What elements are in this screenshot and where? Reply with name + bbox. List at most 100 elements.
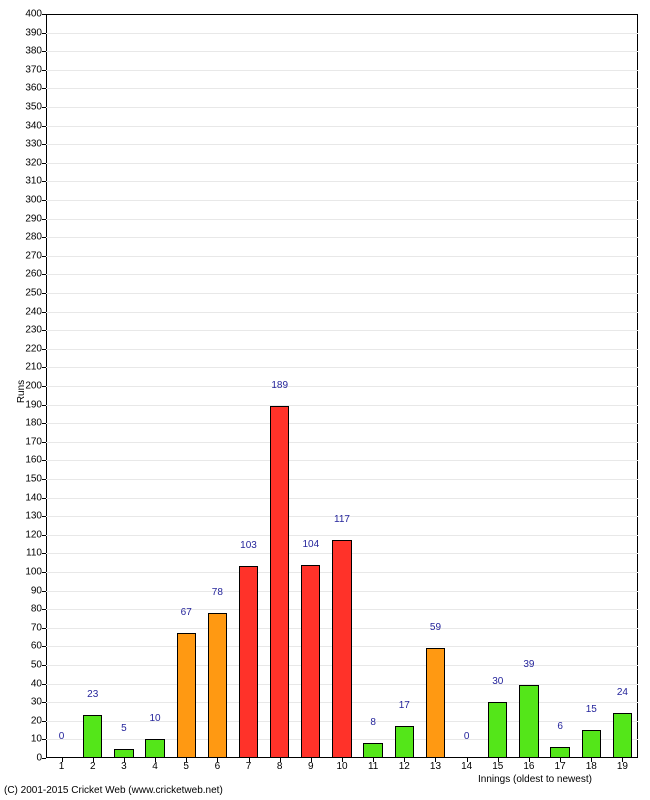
bar-value-label: 0 (464, 731, 470, 744)
y-tick-mark (42, 646, 46, 647)
grid-line (46, 479, 638, 480)
bar (550, 747, 569, 758)
x-axis-title: Innings (oldest to newest) (478, 774, 592, 785)
bar (488, 702, 507, 758)
x-tick-mark (373, 758, 374, 762)
grid-line (46, 126, 638, 127)
bar-value-label: 8 (370, 717, 376, 730)
grid-line (46, 349, 638, 350)
y-tick-mark (42, 572, 46, 573)
grid-line (46, 405, 638, 406)
grid-line (46, 219, 638, 220)
bar-value-label: 15 (586, 704, 597, 717)
y-tick-mark (42, 274, 46, 275)
x-tick-mark (155, 758, 156, 762)
x-tick-mark (186, 758, 187, 762)
bar (332, 540, 351, 758)
y-tick-mark (42, 609, 46, 610)
x-tick-mark (529, 758, 530, 762)
bar-value-label: 189 (271, 380, 288, 393)
y-tick-mark (42, 498, 46, 499)
bar-value-label: 17 (399, 700, 410, 713)
bar (395, 726, 414, 758)
x-tick-mark (498, 758, 499, 762)
y-tick-mark (42, 442, 46, 443)
y-tick-mark (42, 628, 46, 629)
grid-line (46, 367, 638, 368)
bar (83, 715, 102, 758)
bar (519, 685, 538, 758)
plot-area: 0102030405060708090100110120130140150160… (46, 14, 638, 758)
grid-line (46, 33, 638, 34)
grid-line (46, 312, 638, 313)
x-tick-mark (435, 758, 436, 762)
grid-line (46, 51, 638, 52)
grid-line (46, 144, 638, 145)
y-tick-mark (42, 200, 46, 201)
y-tick-mark (42, 256, 46, 257)
bar-value-label: 23 (87, 689, 98, 702)
grid-line (46, 330, 638, 331)
y-tick-mark (42, 479, 46, 480)
y-tick-mark (42, 405, 46, 406)
bar-value-label: 104 (302, 539, 319, 552)
y-tick-mark (42, 70, 46, 71)
grid-line (46, 70, 638, 71)
y-tick-mark (42, 144, 46, 145)
y-tick-mark (42, 665, 46, 666)
x-tick-mark (124, 758, 125, 762)
y-tick-mark (42, 33, 46, 34)
y-tick-mark (42, 293, 46, 294)
y-tick-mark (42, 181, 46, 182)
bar-value-label: 117 (334, 514, 350, 527)
bar (301, 565, 320, 758)
bar-value-label: 0 (59, 731, 65, 744)
x-tick-mark (467, 758, 468, 762)
x-tick-mark (93, 758, 94, 762)
bar-value-label: 24 (617, 687, 628, 700)
grid-line (46, 256, 638, 257)
y-axis-title: Runs (16, 380, 27, 403)
bar-value-label: 39 (523, 659, 534, 672)
bar-value-label: 67 (181, 607, 192, 620)
bar-value-label: 103 (240, 540, 257, 553)
y-tick-mark (42, 330, 46, 331)
grid-line (46, 535, 638, 536)
grid-line (46, 293, 638, 294)
y-tick-mark (42, 758, 46, 759)
grid-line (46, 163, 638, 164)
y-tick-mark (42, 219, 46, 220)
grid-line (46, 181, 638, 182)
grid-line (46, 237, 638, 238)
y-tick-mark (42, 386, 46, 387)
x-tick-mark (311, 758, 312, 762)
y-tick-mark (42, 591, 46, 592)
y-tick-mark (42, 702, 46, 703)
x-tick-mark (591, 758, 592, 762)
bar-value-label: 5 (121, 723, 127, 736)
y-tick-mark (42, 312, 46, 313)
bar (363, 743, 382, 758)
x-tick-mark (62, 758, 63, 762)
grid-line (46, 442, 638, 443)
bar-value-label: 78 (212, 587, 223, 600)
bar (270, 406, 289, 758)
y-tick-mark (42, 88, 46, 89)
y-tick-mark (42, 553, 46, 554)
y-tick-mark (42, 423, 46, 424)
bar-value-label: 30 (492, 676, 503, 689)
bar (582, 730, 601, 758)
bar (239, 566, 258, 758)
grid-line (46, 274, 638, 275)
y-tick-mark (42, 126, 46, 127)
x-tick-mark (249, 758, 250, 762)
footer-text: (C) 2001-2015 Cricket Web (www.cricketwe… (4, 785, 223, 796)
x-tick-mark (622, 758, 623, 762)
bar-value-label: 59 (430, 622, 441, 635)
x-tick-mark (217, 758, 218, 762)
bar (114, 749, 133, 758)
bar (208, 613, 227, 758)
y-tick-mark (42, 721, 46, 722)
chart-frame: 0102030405060708090100110120130140150160… (0, 0, 650, 800)
x-tick-mark (342, 758, 343, 762)
